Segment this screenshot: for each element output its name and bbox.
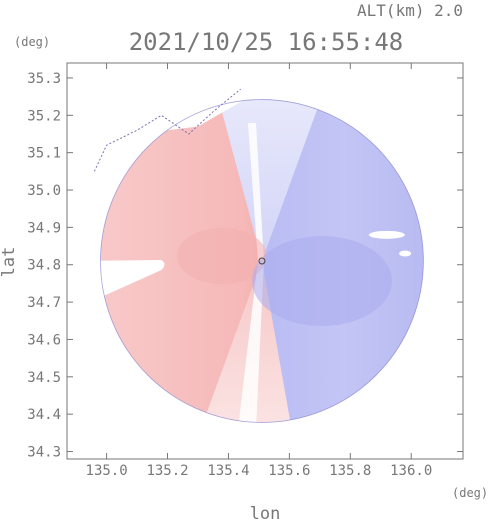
x-tick-label: 135.6	[268, 463, 310, 479]
y-tick-label: 34.8	[27, 258, 61, 274]
x-tick-label: 135.8	[329, 463, 371, 479]
radar-site-marker	[258, 257, 266, 265]
no-echo-northwest	[67, 63, 250, 209]
no-echo-northeast	[328, 63, 463, 172]
plot-frame	[66, 62, 464, 460]
x-tick-label: 135.2	[146, 463, 188, 479]
zero-velocity-band	[237, 123, 264, 429]
y-tick-label: 35.0	[27, 183, 61, 199]
range-ring	[100, 99, 424, 423]
echo-gap	[368, 230, 405, 239]
echo-core-west	[176, 228, 267, 284]
y-tick-label: 34.9	[27, 220, 61, 236]
x-tick-label: 135.0	[86, 463, 128, 479]
echo-edge-northwest	[93, 88, 241, 172]
y-tick-label: 34.6	[27, 332, 61, 348]
x-unit-label: (deg)	[452, 486, 488, 500]
altitude-label: ALT(km) 2.0	[357, 1, 463, 20]
radar-echo	[67, 63, 463, 429]
x-axis-label: lon	[250, 504, 281, 521]
y-tick-label: 34.5	[27, 370, 61, 386]
y-axis-label: lat	[0, 247, 19, 278]
y-tick-label: 35.2	[27, 108, 61, 124]
y-tick-label: 34.7	[27, 295, 61, 311]
echo-north-sector	[220, 99, 318, 261]
y-unit-label: (deg)	[14, 35, 50, 49]
x-tick-label: 135.4	[207, 463, 249, 479]
echo-gap	[428, 222, 449, 233]
blocked-sector	[67, 260, 165, 313]
y-tick-label: 35.3	[27, 71, 61, 87]
echo-gap	[399, 250, 412, 257]
x-tick-label: 136.0	[390, 463, 432, 479]
y-axis: 34.3 34.4 34.5 34.6 34.7 34.8 34.9 35.0 35.1 35.2…	[27, 71, 463, 461]
y-tick-label: 34.4	[27, 407, 61, 423]
y-tick-label: 34.3	[27, 445, 61, 461]
x-axis: 135.0 135.2 135.4 135.6 135.8 136.0	[86, 63, 432, 479]
chart-title: 2021/10/25 16:55:48	[129, 28, 404, 56]
y-tick-label: 35.1	[27, 146, 61, 162]
echo-core-east	[251, 236, 392, 326]
